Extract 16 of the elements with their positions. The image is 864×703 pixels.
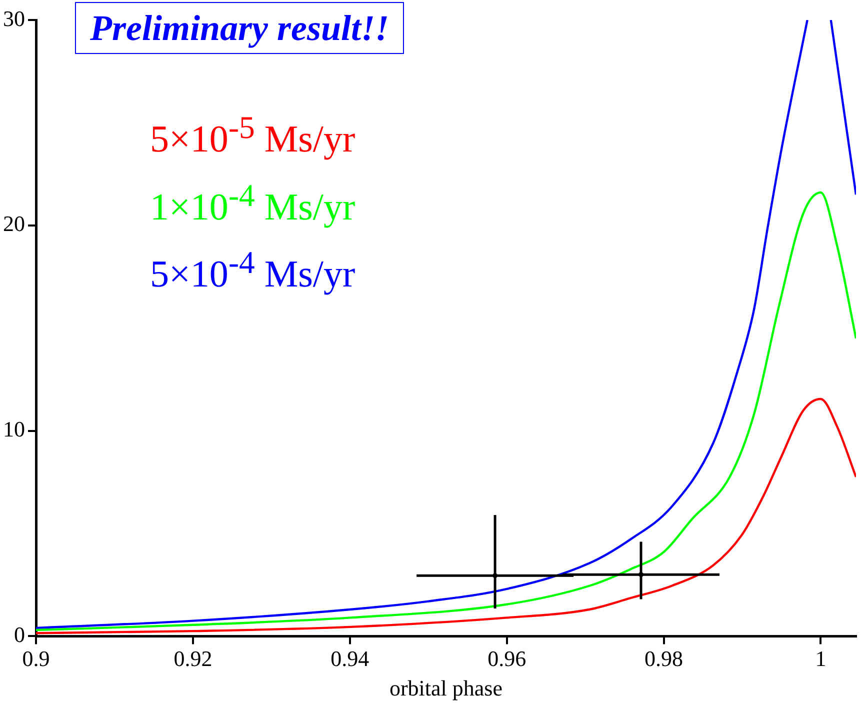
chart-title: Preliminary result!! <box>75 2 404 54</box>
x-tick-label: 1 <box>815 646 826 672</box>
line-series <box>36 398 856 634</box>
x-tick-label: 0.9 <box>22 646 50 672</box>
y-tick-label: 30 <box>3 6 25 31</box>
x-tick-label: 0.96 <box>488 646 526 672</box>
text: 5×10$^{-4}$ Ms/yr <box>150 244 356 298</box>
x-tick-label: 0.98 <box>644 646 683 672</box>
text: 5×10$^{-5}$ Ms/yr <box>150 109 356 163</box>
y-tick-label: 10 <box>3 416 25 442</box>
text: 1×10$^{-4}$ Ms/yr <box>150 176 356 230</box>
x-tick-label: 0.92 <box>174 646 212 672</box>
x-axis-title: orbital phase <box>389 676 503 701</box>
y-tick-label: 20 <box>3 211 25 236</box>
y-tick-label: 0 <box>14 622 25 647</box>
x-tick-label: 0.94 <box>330 646 370 672</box>
